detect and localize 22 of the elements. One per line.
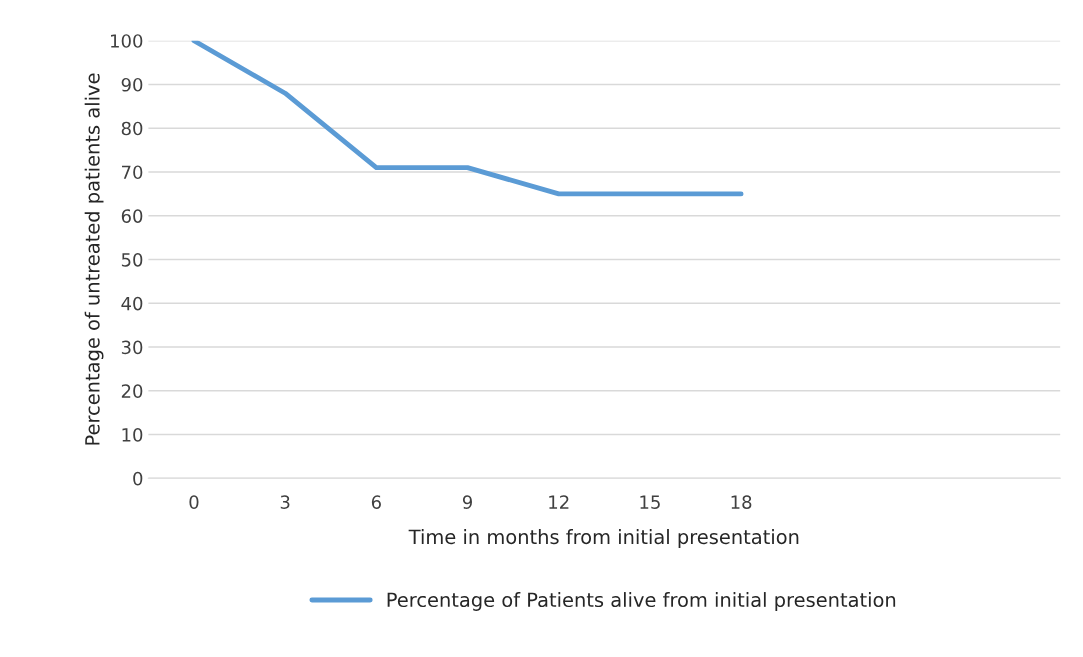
y-tick-label: 70 xyxy=(122,165,143,180)
x-tick-label: 18 xyxy=(731,495,752,509)
y-tick-label: 50 xyxy=(121,252,143,267)
legend-label: Percentage of Patients alive from initial presentation xyxy=(387,592,896,611)
y-tick-label: 10 xyxy=(122,428,143,442)
y-tick-label: 0 xyxy=(133,471,143,486)
x-tick-label: 15 xyxy=(640,495,660,509)
x-axis-title: Time in months from initial presentation xyxy=(408,529,799,548)
x-tick-label: 0 xyxy=(189,495,199,509)
y-tick-label: 80 xyxy=(121,121,143,136)
y-tick-label: 30 xyxy=(121,340,143,355)
y-tick-label: 60 xyxy=(121,209,143,223)
x-tick-label: 3 xyxy=(280,495,290,509)
y-axis-title: Percentage of untreated patients alive xyxy=(84,73,104,445)
y-tick-label: 90 xyxy=(121,77,143,92)
line-series xyxy=(191,40,744,197)
x-tick-label: 12 xyxy=(549,495,569,509)
y-tick-label: 20 xyxy=(121,384,143,398)
x-tick-label: 6 xyxy=(371,495,381,509)
x-tick-label: 9 xyxy=(462,495,473,509)
y-tick-label: 40 xyxy=(121,296,143,311)
y-tick-label: 100 xyxy=(111,34,143,48)
